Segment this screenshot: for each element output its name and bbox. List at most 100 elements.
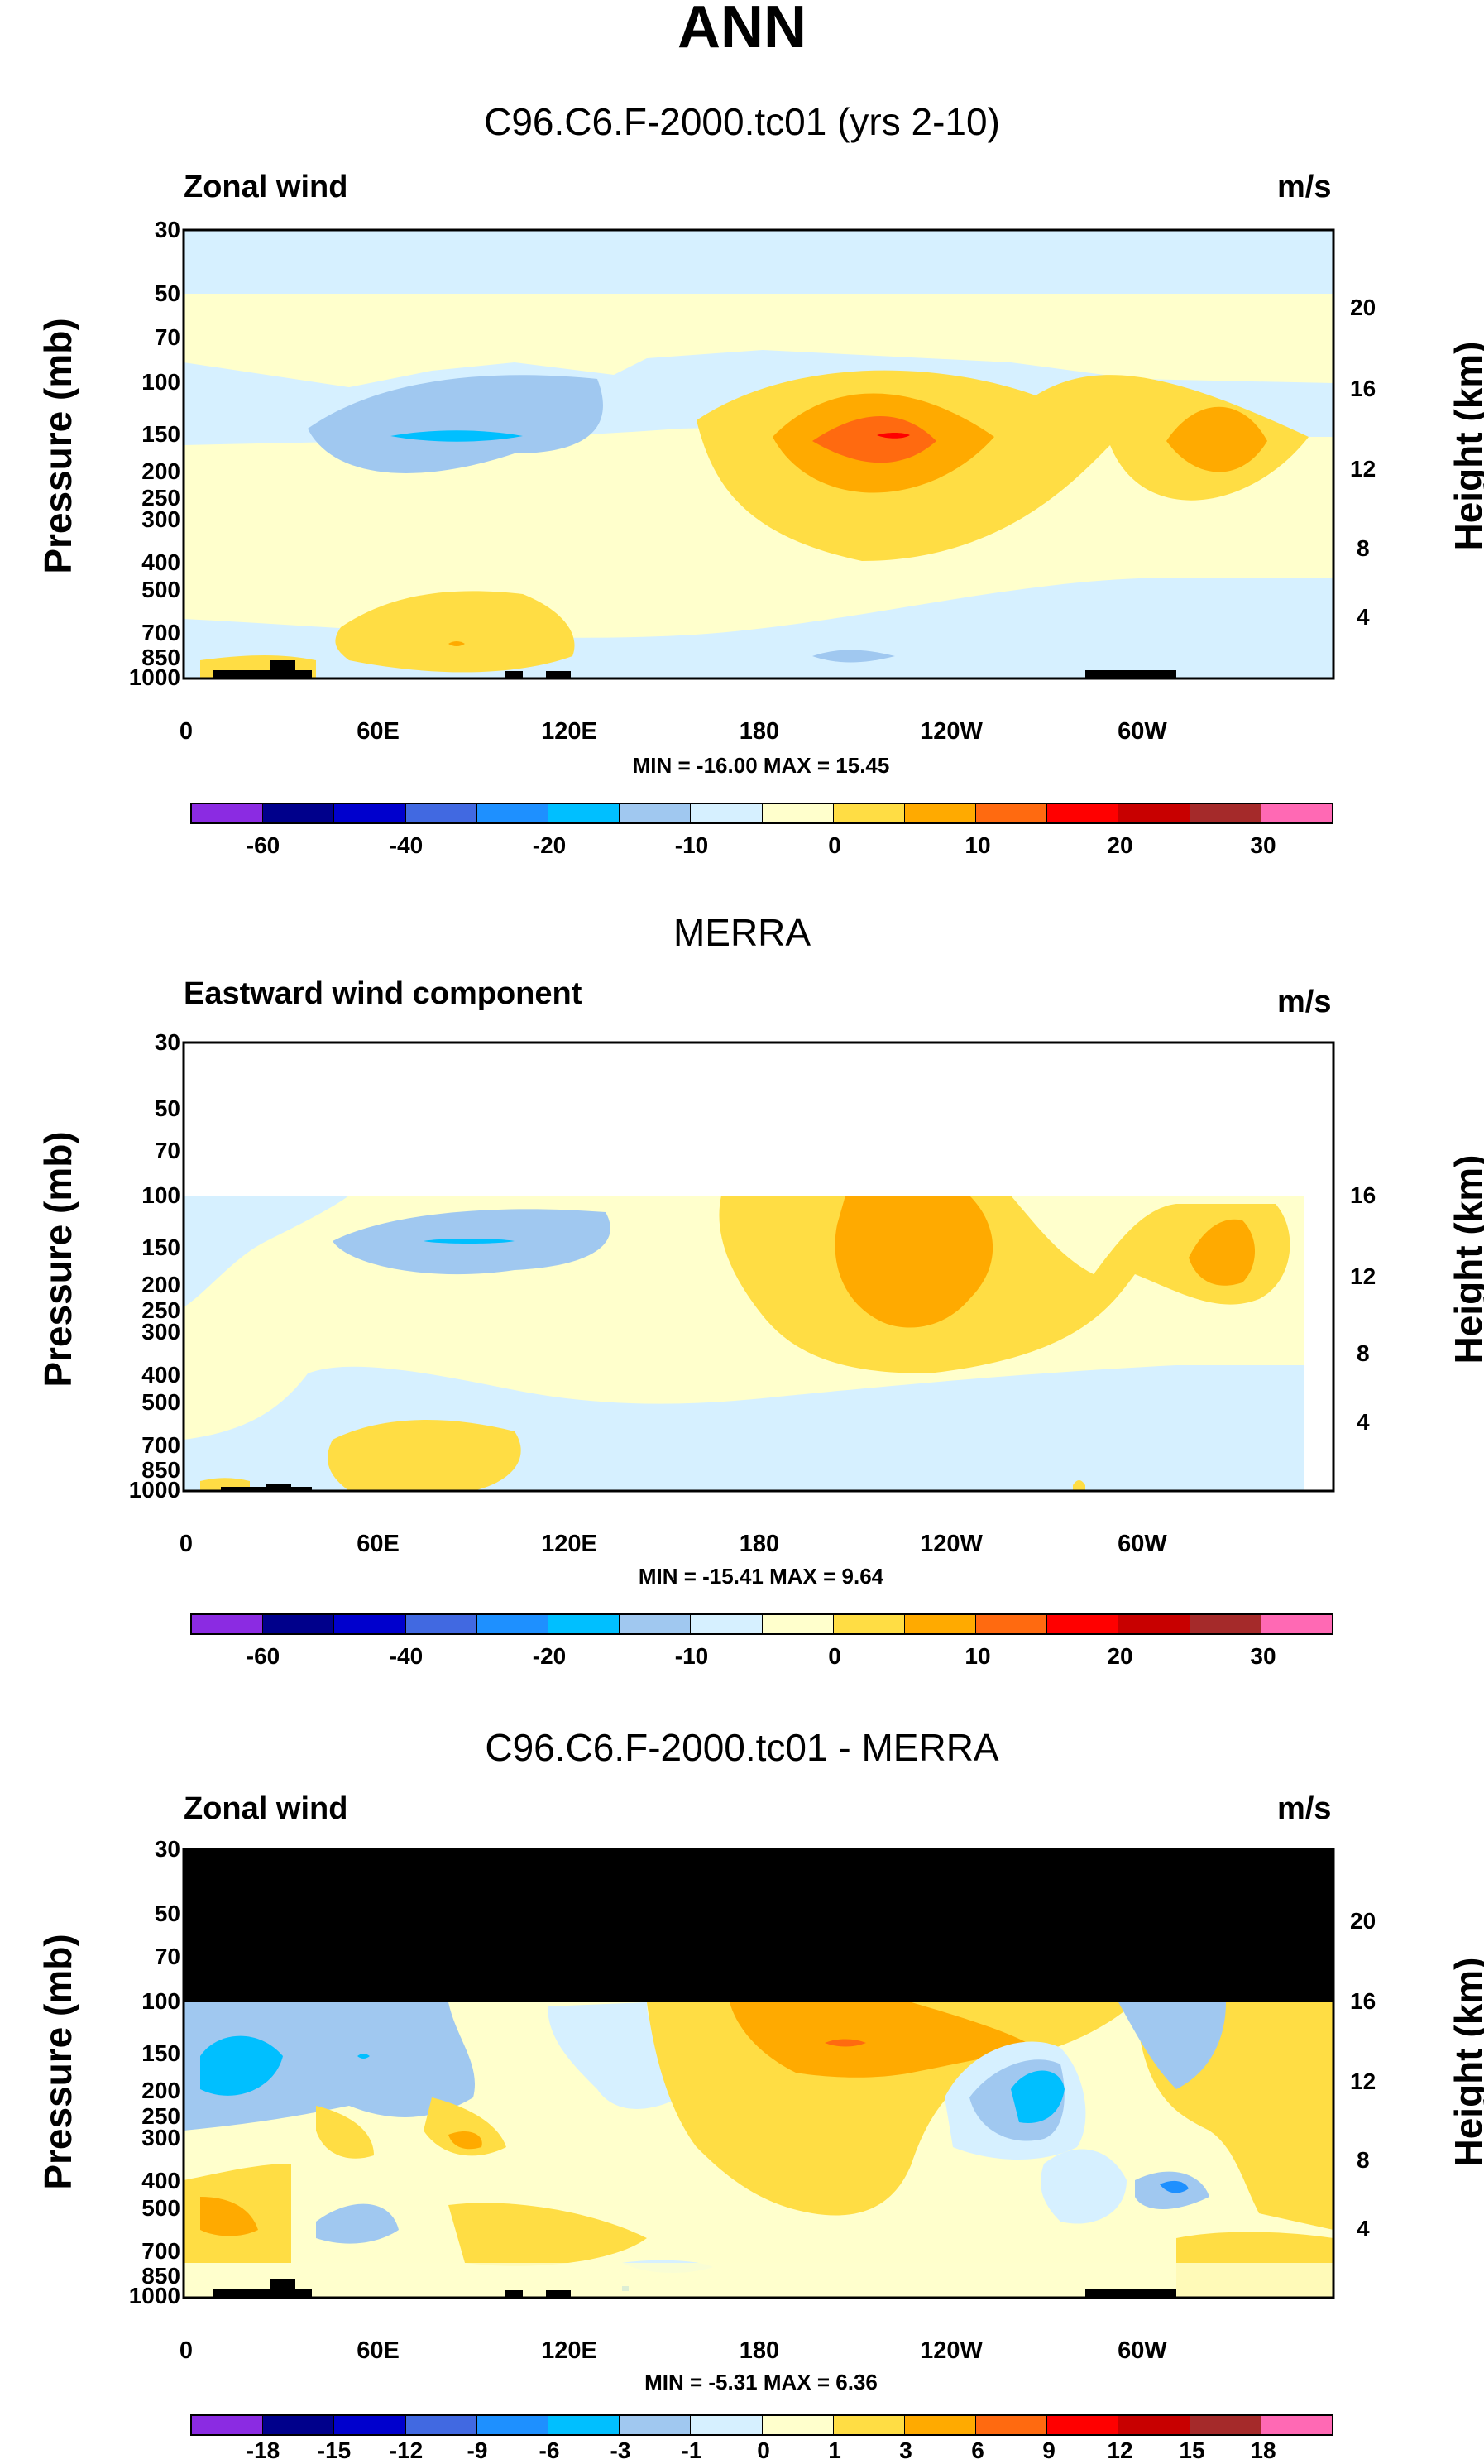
panel2-min-max: MIN = -15.41 MAX = 9.64 bbox=[638, 1564, 884, 1589]
colorbar-label: -20 bbox=[532, 832, 567, 858]
height-tick: 20 bbox=[1350, 295, 1376, 320]
colorbar-label: -40 bbox=[389, 832, 424, 858]
longitude-tick: 60W bbox=[1118, 1531, 1167, 1557]
colorbar-label: -12 bbox=[389, 2438, 424, 2463]
pressure-tick: 400 bbox=[141, 2168, 180, 2193]
pressure-tick: 850 bbox=[141, 2263, 180, 2289]
panel2-contour-plot bbox=[182, 1041, 1335, 1493]
colorbar-label: -60 bbox=[246, 1643, 280, 1669]
colorbar-label: -9 bbox=[467, 2438, 488, 2463]
pressure-tick: 150 bbox=[141, 2040, 180, 2066]
colorbar-label: 10 bbox=[965, 832, 991, 858]
colorbar-label: -20 bbox=[532, 1643, 567, 1669]
height-tick: 8 bbox=[1357, 535, 1370, 561]
panel3-min-max: MIN = -5.31 MAX = 6.36 bbox=[644, 2370, 878, 2394]
colorbar-label: 30 bbox=[1250, 832, 1276, 858]
pressure-tick: 70 bbox=[154, 1138, 180, 1163]
colorbar-label: 3 bbox=[899, 2438, 912, 2463]
colorbar-label: 0 bbox=[828, 832, 841, 858]
pressure-tick: 850 bbox=[141, 1457, 180, 1483]
pressure-tick: 400 bbox=[141, 1362, 180, 1388]
pressure-tick: 100 bbox=[141, 1988, 180, 2014]
panel2-units: m/s bbox=[1277, 985, 1332, 1019]
pressure-tick: 70 bbox=[154, 324, 180, 350]
colorbar-label: 10 bbox=[965, 1643, 991, 1669]
panel3-height-axis-label: Height (km) bbox=[1447, 1957, 1484, 2167]
panel1-pressure-axis-label: Pressure (mb) bbox=[36, 318, 79, 574]
pressure-tick: 30 bbox=[154, 1029, 180, 1055]
colorbar-label: -6 bbox=[539, 2438, 560, 2463]
panel3-title: C96.C6.F-2000.tc01 - MERRA bbox=[485, 1726, 999, 1769]
pressure-tick: 250 bbox=[141, 2103, 180, 2129]
longitude-tick: 60E bbox=[357, 718, 400, 745]
panel1-colorbar bbox=[190, 803, 1333, 824]
height-tick: 12 bbox=[1350, 1263, 1376, 1289]
height-tick: 12 bbox=[1350, 2069, 1376, 2094]
longitude-tick: 60W bbox=[1118, 718, 1167, 745]
longitude-tick: 120W bbox=[920, 1531, 983, 1557]
longitude-tick: 120W bbox=[920, 718, 983, 745]
pressure-tick: 200 bbox=[141, 2078, 180, 2103]
pressure-tick: 300 bbox=[141, 1319, 180, 1345]
longitude-tick: 0 bbox=[179, 2337, 194, 2364]
height-tick: 8 bbox=[1357, 1340, 1370, 1366]
pressure-tick: 700 bbox=[141, 1432, 180, 1458]
pressure-tick: 500 bbox=[141, 577, 180, 602]
height-tick: 4 bbox=[1357, 1409, 1370, 1435]
pressure-tick: 1000 bbox=[128, 2283, 180, 2308]
panel1-variable-title: Zonal wind bbox=[184, 170, 348, 204]
longitude-tick: 120E bbox=[541, 718, 597, 745]
height-tick: 8 bbox=[1357, 2147, 1370, 2173]
longitude-tick: 60E bbox=[357, 2337, 400, 2364]
height-tick: 4 bbox=[1357, 2216, 1370, 2241]
colorbar-label: -3 bbox=[610, 2438, 631, 2463]
panel2-variable-title: Eastward wind component bbox=[184, 976, 582, 1011]
panel3-variable-title: Zonal wind bbox=[184, 1791, 348, 1826]
longitude-tick: 180 bbox=[739, 718, 780, 745]
pressure-tick: 250 bbox=[141, 1297, 180, 1323]
colorbar-label: 18 bbox=[1250, 2438, 1276, 2463]
panel1-height-axis-label: Height (km) bbox=[1447, 341, 1484, 551]
height-tick: 16 bbox=[1350, 1988, 1376, 2014]
pressure-tick: 500 bbox=[141, 1389, 180, 1415]
colorbar-label: 12 bbox=[1107, 2438, 1133, 2463]
panel1-contour-plot bbox=[182, 228, 1335, 680]
pressure-tick: 400 bbox=[141, 549, 180, 575]
colorbar-label: 15 bbox=[1179, 2438, 1205, 2463]
pressure-tick: 200 bbox=[141, 458, 180, 484]
panel3-pressure-axis-label: Pressure (mb) bbox=[36, 1934, 79, 2190]
pressure-tick: 1000 bbox=[128, 664, 180, 690]
pressure-tick: 100 bbox=[141, 369, 180, 395]
colorbar-label: 6 bbox=[971, 2438, 984, 2463]
colorbar-label: 1 bbox=[828, 2438, 841, 2463]
colorbar-label: -18 bbox=[246, 2438, 280, 2463]
pressure-tick: 100 bbox=[141, 1182, 180, 1208]
pressure-tick: 70 bbox=[154, 1944, 180, 1969]
colorbar-label: -60 bbox=[246, 832, 280, 858]
pressure-tick: 850 bbox=[141, 645, 180, 670]
colorbar-label: 20 bbox=[1107, 1643, 1133, 1669]
panel2-pressure-axis-label: Pressure (mb) bbox=[36, 1131, 79, 1388]
longitude-tick: 0 bbox=[179, 1531, 194, 1557]
colorbar-label: 9 bbox=[1042, 2438, 1056, 2463]
longitude-tick: 0 bbox=[179, 718, 194, 745]
longitude-tick: 180 bbox=[739, 2337, 780, 2364]
pressure-tick: 150 bbox=[141, 421, 180, 447]
colorbar-label: -40 bbox=[389, 1643, 424, 1669]
colorbar-label: 30 bbox=[1250, 1643, 1276, 1669]
pressure-tick: 150 bbox=[141, 1234, 180, 1260]
colorbar-label: -10 bbox=[674, 832, 709, 858]
longitude-tick: 180 bbox=[739, 1531, 780, 1557]
colorbar-label: -15 bbox=[317, 2438, 352, 2463]
panel3-colorbar bbox=[190, 2414, 1333, 2436]
pressure-tick: 50 bbox=[154, 1901, 180, 1926]
figure-title: ANN bbox=[677, 0, 807, 60]
height-tick: 20 bbox=[1350, 1908, 1376, 1934]
pressure-tick: 700 bbox=[141, 620, 180, 645]
panel2-title: MERRA bbox=[673, 911, 811, 954]
colorbar-label: -10 bbox=[674, 1643, 709, 1669]
pressure-tick: 1000 bbox=[128, 1477, 180, 1503]
longitude-tick: 60W bbox=[1118, 2337, 1167, 2364]
panel1-min-max: MIN = -16.00 MAX = 15.45 bbox=[632, 753, 890, 778]
pressure-tick: 250 bbox=[141, 485, 180, 511]
